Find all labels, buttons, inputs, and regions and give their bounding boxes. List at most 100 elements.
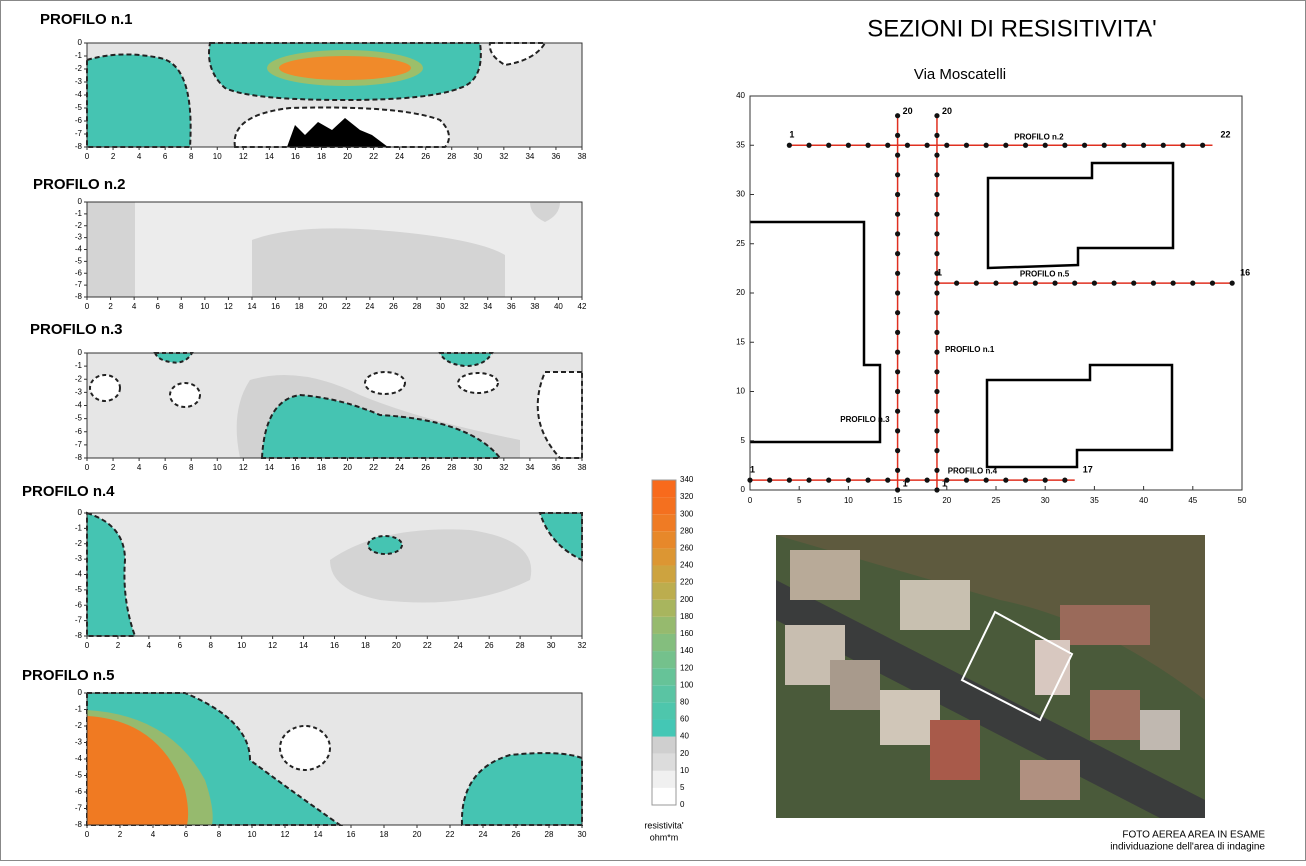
x-tick-label: 22 xyxy=(369,152,378,161)
x-tick-label: 30 xyxy=(436,302,445,311)
y-tick-label: 10 xyxy=(736,387,745,396)
x-tick-label: 2 xyxy=(111,152,116,161)
y-tick-label: -8 xyxy=(75,142,83,151)
electrode xyxy=(806,142,812,148)
x-tick-label: 16 xyxy=(330,641,339,650)
electrode xyxy=(895,329,901,335)
electrode xyxy=(934,191,940,198)
electrode xyxy=(934,290,940,296)
colorbar-label: 10 xyxy=(680,766,689,775)
profile-title: PROFILO n.4 xyxy=(22,483,115,500)
map-buildings xyxy=(750,161,1175,469)
x-tick-label: 34 xyxy=(525,463,534,472)
y-tick-label: -3 xyxy=(75,738,83,747)
x-tick-label: 4 xyxy=(151,830,156,839)
x-tick-label: 4 xyxy=(137,463,142,472)
electrode xyxy=(934,132,940,138)
electrode xyxy=(934,408,940,414)
x-tick-label: 22 xyxy=(342,302,351,311)
electrode xyxy=(934,448,940,454)
electrode xyxy=(1042,142,1048,148)
colorbar-label: 140 xyxy=(680,646,694,655)
x-tick-label: 10 xyxy=(200,302,209,311)
x-tick-label: 10 xyxy=(248,830,257,839)
colorbar-label: 120 xyxy=(680,663,694,672)
x-tick-label: 28 xyxy=(545,830,554,839)
electrode xyxy=(826,142,832,148)
x-tick-label: 2 xyxy=(108,302,113,311)
electrode xyxy=(934,251,940,257)
x-tick-label: 10 xyxy=(213,463,222,472)
photo-caption: individuazione dell'area di indagine xyxy=(1110,842,1265,853)
x-tick-label: 45 xyxy=(1188,496,1197,505)
x-tick-label: 26 xyxy=(389,302,398,311)
x-tick-label: 30 xyxy=(473,463,482,472)
x-tick-label: 32 xyxy=(499,152,508,161)
x-tick-label: 26 xyxy=(421,152,430,161)
y-tick-label: -8 xyxy=(75,631,83,640)
electrode xyxy=(895,467,901,473)
electrode xyxy=(747,477,753,483)
y-tick-label: 35 xyxy=(736,140,745,149)
x-tick-label: 32 xyxy=(499,463,508,472)
electrode xyxy=(1022,142,1029,148)
x-tick-label: 0 xyxy=(85,152,90,161)
colorbar-band xyxy=(652,668,676,686)
x-tick-label: 30 xyxy=(473,152,482,161)
electrode xyxy=(934,428,940,434)
y-tick-label: -6 xyxy=(75,268,83,277)
colorbar-label: 220 xyxy=(680,578,694,587)
x-tick-label: 18 xyxy=(317,152,326,161)
x-tick-label: 22 xyxy=(446,830,455,839)
y-tick-label: -7 xyxy=(75,804,83,813)
electrode xyxy=(1003,477,1009,483)
electrode xyxy=(895,408,901,414)
electrode xyxy=(983,477,989,483)
electrode xyxy=(934,152,940,158)
colorbar-title: ohm*m xyxy=(650,832,679,842)
electrode xyxy=(924,142,930,148)
electrode xyxy=(954,280,960,286)
x-tick-label: 4 xyxy=(147,641,152,650)
electrode xyxy=(924,477,930,483)
x-tick-label: 35 xyxy=(1090,496,1099,505)
y-tick-label: -5 xyxy=(75,585,83,594)
colorbar-label: 320 xyxy=(680,492,694,501)
y-tick-label: -7 xyxy=(75,280,83,289)
electrode xyxy=(767,477,773,483)
electrode xyxy=(934,388,940,395)
electrode xyxy=(1072,280,1078,286)
electrode xyxy=(1121,142,1127,148)
x-tick-label: 6 xyxy=(163,463,168,472)
profile-title: PROFILO n.1 xyxy=(40,11,133,28)
y-tick-label: 40 xyxy=(736,91,745,100)
colorbar-label: 40 xyxy=(680,732,689,741)
colorbar-band xyxy=(652,599,676,617)
y-tick-label: -1 xyxy=(75,523,83,532)
colorbar-band xyxy=(652,548,676,566)
line-name: PROFILO n.1 xyxy=(945,345,995,354)
x-tick-label: 24 xyxy=(395,152,404,161)
colorbar-band xyxy=(652,702,676,720)
x-tick-label: 8 xyxy=(189,152,194,161)
photo-caption: FOTO AEREA AREA IN ESAME xyxy=(1122,830,1265,841)
colorbar-band xyxy=(652,719,676,737)
electrode xyxy=(895,349,901,355)
x-tick-label: 28 xyxy=(413,302,422,311)
y-tick-label: -8 xyxy=(75,292,83,301)
x-tick-label: 6 xyxy=(155,302,160,311)
line-end: 20 xyxy=(942,106,952,116)
x-tick-label: 4 xyxy=(137,152,142,161)
x-tick-label: 18 xyxy=(317,463,326,472)
electrode xyxy=(865,477,871,483)
map-subtitle: Via Moscatelli xyxy=(914,66,1006,83)
x-tick-label: 6 xyxy=(163,152,168,161)
line-end: 22 xyxy=(1220,130,1230,140)
x-tick-label: 24 xyxy=(365,302,374,311)
x-tick-label: 16 xyxy=(347,830,356,839)
electrode xyxy=(895,290,901,296)
x-tick-label: 20 xyxy=(413,830,422,839)
electrode xyxy=(963,142,970,148)
x-tick-label: 38 xyxy=(530,302,539,311)
